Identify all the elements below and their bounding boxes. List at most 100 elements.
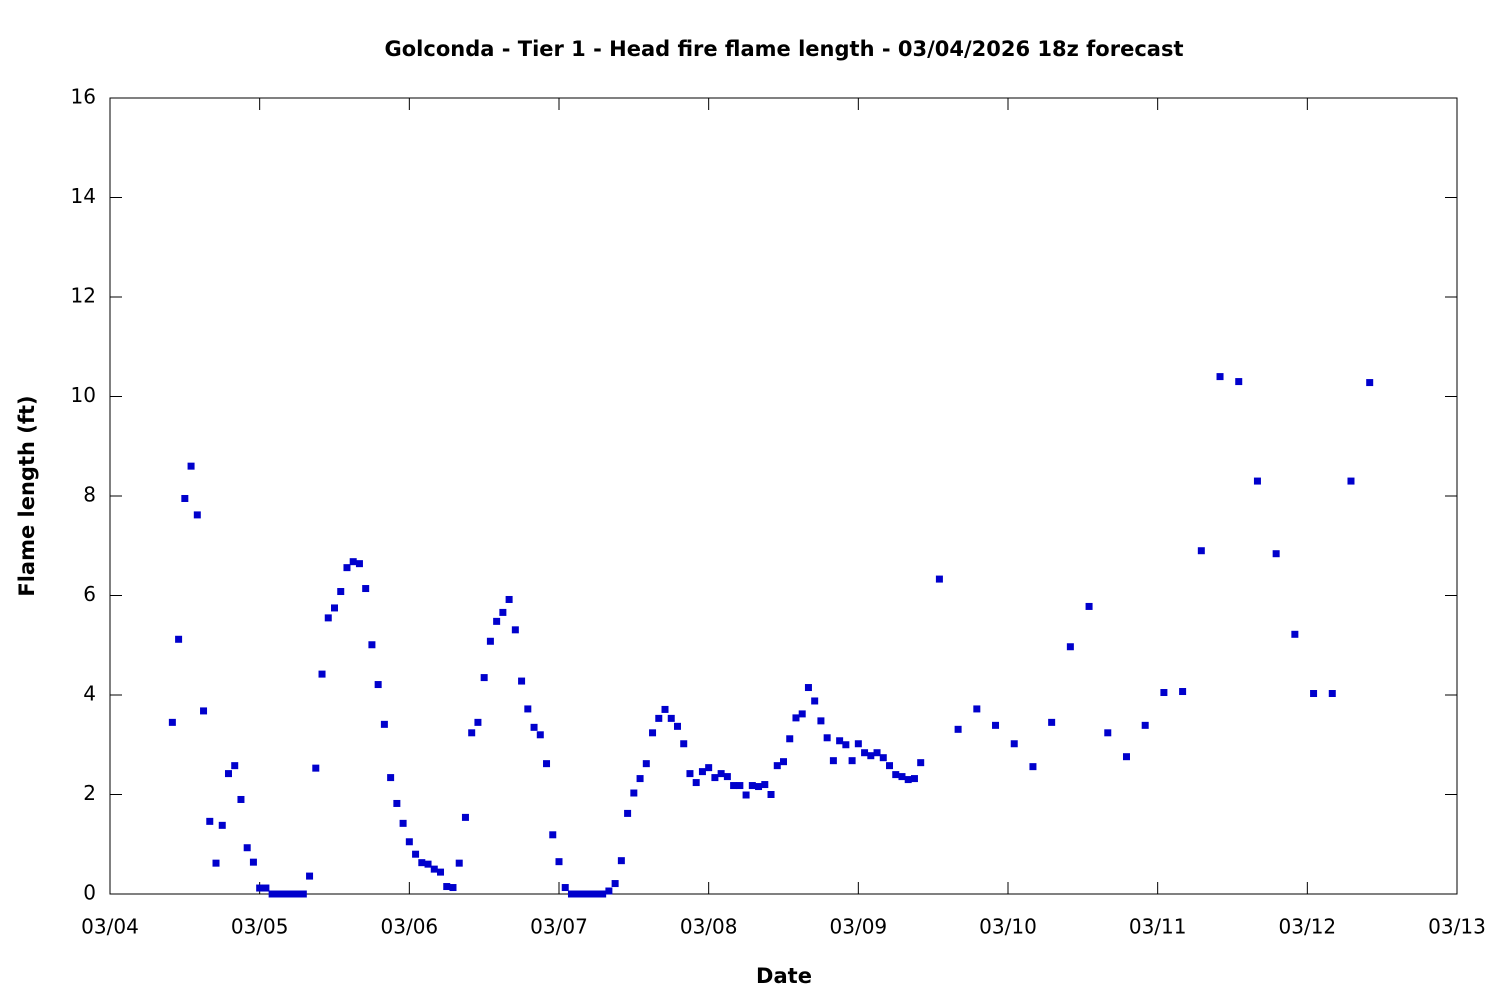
point — [331, 604, 338, 612]
point — [362, 585, 370, 593]
point — [1366, 379, 1374, 387]
point — [580, 890, 588, 898]
point — [798, 710, 806, 718]
point — [755, 783, 763, 791]
point — [605, 887, 613, 895]
point — [761, 781, 769, 789]
point — [736, 782, 744, 790]
point — [200, 707, 208, 715]
point — [418, 859, 426, 867]
point — [555, 858, 563, 866]
point — [455, 859, 463, 867]
x-tick-label: 03/08 — [680, 915, 738, 939]
point — [237, 795, 245, 803]
point — [973, 705, 981, 713]
x-tick-label: 03/05 — [231, 915, 289, 939]
point — [393, 799, 401, 807]
point — [399, 819, 407, 827]
point — [187, 462, 195, 470]
point — [935, 575, 943, 583]
point — [655, 714, 663, 722]
point — [511, 626, 519, 634]
point — [175, 635, 183, 643]
point — [661, 705, 669, 713]
point — [954, 725, 962, 733]
point — [337, 588, 345, 596]
point — [1010, 740, 1018, 748]
point — [829, 757, 837, 765]
point — [543, 760, 551, 768]
point — [586, 890, 594, 898]
point — [443, 883, 451, 891]
point — [592, 890, 600, 898]
point — [368, 641, 376, 649]
point — [1048, 718, 1056, 726]
point — [711, 774, 719, 782]
point — [642, 760, 650, 768]
point — [380, 720, 388, 728]
point — [680, 740, 688, 748]
point — [910, 775, 918, 783]
point — [879, 754, 887, 762]
y-tick-label: 12 — [71, 284, 96, 308]
point — [374, 681, 382, 689]
point — [686, 770, 694, 778]
y-tick-label: 4 — [83, 682, 96, 706]
point — [1328, 690, 1336, 698]
x-axis-label: Date — [756, 964, 812, 988]
point — [673, 722, 681, 730]
point — [1235, 378, 1243, 386]
y-tick-label: 2 — [83, 781, 96, 805]
point — [861, 749, 869, 757]
point — [836, 737, 844, 745]
point — [256, 884, 264, 892]
point — [1310, 690, 1318, 698]
point — [461, 813, 469, 821]
y-axis-label: Flame length (ft) — [15, 395, 39, 596]
point — [730, 782, 738, 790]
point — [518, 677, 526, 685]
point — [1160, 689, 1168, 697]
point — [692, 779, 700, 787]
point — [892, 771, 900, 779]
point — [1216, 373, 1224, 381]
x-tick-label: 03/04 — [81, 915, 139, 939]
y-tick-label: 16 — [71, 85, 96, 109]
x-tick-label: 03/06 — [381, 915, 439, 939]
point — [773, 762, 781, 770]
point — [649, 729, 657, 737]
point — [574, 890, 582, 898]
point — [698, 768, 706, 776]
point — [449, 884, 457, 892]
point — [281, 890, 289, 898]
point — [1347, 477, 1355, 485]
point — [780, 758, 787, 766]
x-tick-label: 03/10 — [979, 915, 1037, 939]
x-tick-label: 03/07 — [530, 915, 588, 939]
y-tick-label: 10 — [71, 383, 96, 407]
point — [786, 735, 794, 743]
point — [212, 859, 220, 867]
point — [599, 890, 607, 898]
point — [299, 890, 307, 898]
point — [168, 718, 176, 726]
point — [1291, 630, 1299, 638]
point — [293, 890, 301, 898]
point — [1085, 602, 1093, 610]
point — [430, 865, 438, 873]
chart-title: Golconda - Tier 1 - Head fire flame leng… — [385, 37, 1184, 61]
point — [536, 731, 544, 739]
point — [1253, 477, 1261, 485]
point — [854, 740, 862, 748]
point — [412, 850, 420, 858]
y-tick-label: 8 — [83, 483, 96, 507]
point — [873, 749, 881, 757]
point — [767, 791, 775, 798]
point — [898, 773, 906, 781]
point — [624, 809, 632, 817]
point — [1122, 753, 1130, 761]
point — [405, 838, 413, 846]
point — [243, 844, 251, 852]
point — [268, 890, 276, 898]
